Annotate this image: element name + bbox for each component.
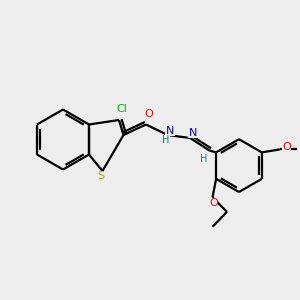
Text: N: N xyxy=(189,128,197,138)
Text: N: N xyxy=(166,125,174,136)
Text: H: H xyxy=(162,135,170,145)
Text: S: S xyxy=(98,171,104,182)
Text: O: O xyxy=(282,142,291,152)
Text: H: H xyxy=(200,154,208,164)
Text: O: O xyxy=(144,109,153,119)
Text: Cl: Cl xyxy=(116,103,127,114)
Text: O: O xyxy=(209,198,218,208)
